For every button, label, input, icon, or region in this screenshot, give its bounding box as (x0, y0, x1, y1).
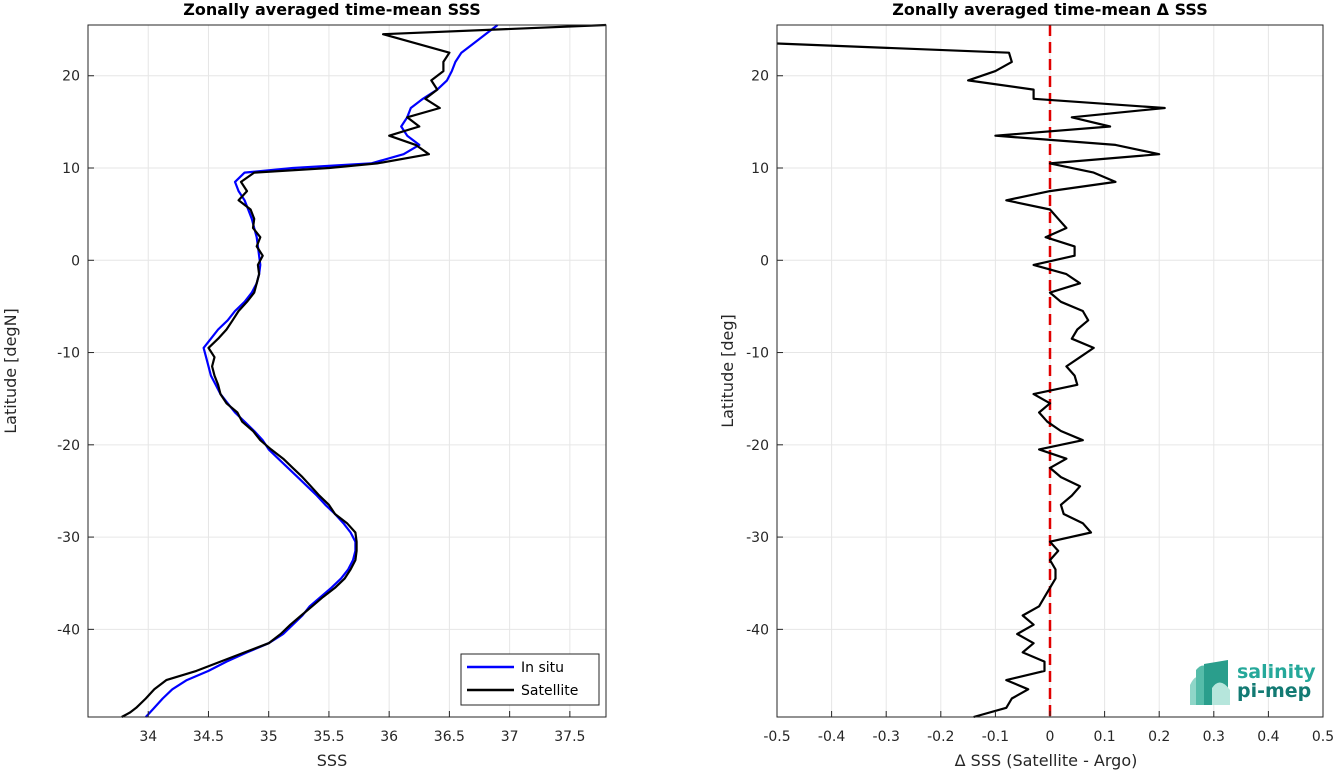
delta-xtick-label: 0.4 (1257, 729, 1279, 745)
sss-title: Zonally averaged time-mean SSS (183, 0, 481, 19)
legend: In situ Satellite (460, 653, 600, 706)
sss-ytick-label: -40 (57, 622, 80, 638)
delta-xtick-label: -0.1 (982, 729, 1009, 745)
delta-xtick-label: 0.2 (1148, 729, 1170, 745)
logo-wave-icon (1190, 660, 1230, 705)
sss-xtick-label: 36.5 (434, 729, 465, 745)
delta-ticks: -0.5 -0.4 -0.3 -0.2 -0.1 0 0.1 0.2 0.3 0.4 0.5 -40 -… (746, 69, 1334, 745)
sss-ytick-label: 10 (62, 161, 80, 177)
sss-ylabel: Latitude [degN] (1, 308, 20, 434)
delta-lines (776, 42, 1166, 719)
series-line-in-situ (144, 24, 499, 718)
legend-label-satellite: Satellite (521, 683, 578, 699)
logo-text-salinity: salinity (1237, 661, 1316, 683)
delta-sss-panel: -0.5 -0.4 -0.3 -0.2 -0.1 0 0.1 0.2 0.3 0.4 0.5 -40 -… (718, 0, 1334, 770)
sss-xtick-label: 34.5 (193, 729, 224, 745)
logo-text-pi-mep: pi-mep (1237, 680, 1311, 702)
delta-xtick-label: 0 (1046, 729, 1055, 745)
sss-panel: 34 34.5 35 35.5 36 36.5 37 37.5 -40 -30 -20 -10 0 10 2… (1, 0, 607, 770)
sss-ytick-label: -30 (57, 530, 80, 546)
sss-ytick-label: 20 (62, 69, 80, 85)
delta-xtick-label: 0.1 (1093, 729, 1115, 745)
sss-ytick-label: -10 (57, 346, 80, 362)
sss-xtick-label: 37.5 (554, 729, 585, 745)
delta-ytick-label: -20 (746, 438, 769, 454)
sss-xtick-label: 35.5 (313, 729, 344, 745)
delta-xtick-label: -0.4 (818, 729, 845, 745)
sss-xlabel: SSS (317, 751, 347, 770)
salinity-pi-mep-logo: salinity pi-mep (1190, 660, 1316, 705)
delta-ylabel: Latitude [deg] (718, 314, 737, 428)
series-line-delta (776, 42, 1166, 719)
sss-xtick-label: 37 (501, 729, 519, 745)
delta-xtick-label: -0.3 (873, 729, 900, 745)
delta-ytick-label: 0 (760, 253, 769, 269)
delta-ytick-label: 10 (751, 161, 769, 177)
sss-plot-area (88, 25, 606, 717)
legend-box (460, 653, 600, 706)
sss-lines (121, 23, 607, 718)
sss-ytick-label: 0 (71, 253, 80, 269)
delta-xtick-label: -0.2 (927, 729, 954, 745)
delta-ytick-label: -10 (746, 346, 769, 362)
sss-xtick-label: 35 (260, 729, 278, 745)
series-line-satellite (121, 23, 607, 718)
sss-ticks: 34 34.5 35 35.5 36 36.5 37 37.5 -40 -30 -20 -10 0 10 2… (57, 69, 585, 745)
delta-xtick-label: 0.3 (1203, 729, 1225, 745)
delta-xlabel: Δ SSS (Satellite - Argo) (955, 751, 1138, 770)
delta-title: Zonally averaged time-mean Δ SSS (892, 0, 1208, 19)
sss-grid (88, 25, 606, 717)
delta-xtick-label: -0.5 (763, 729, 790, 745)
sss-xtick-label: 34 (139, 729, 157, 745)
sss-axes-box (87, 24, 607, 718)
delta-ytick-label: -30 (746, 530, 769, 546)
legend-label-in-situ: In situ (521, 660, 564, 676)
delta-xtick-label: 0.5 (1312, 729, 1334, 745)
delta-ytick-label: 20 (751, 69, 769, 85)
sss-xtick-label: 36 (380, 729, 398, 745)
delta-ytick-label: -40 (746, 622, 769, 638)
sss-ytick-label: -20 (57, 438, 80, 454)
